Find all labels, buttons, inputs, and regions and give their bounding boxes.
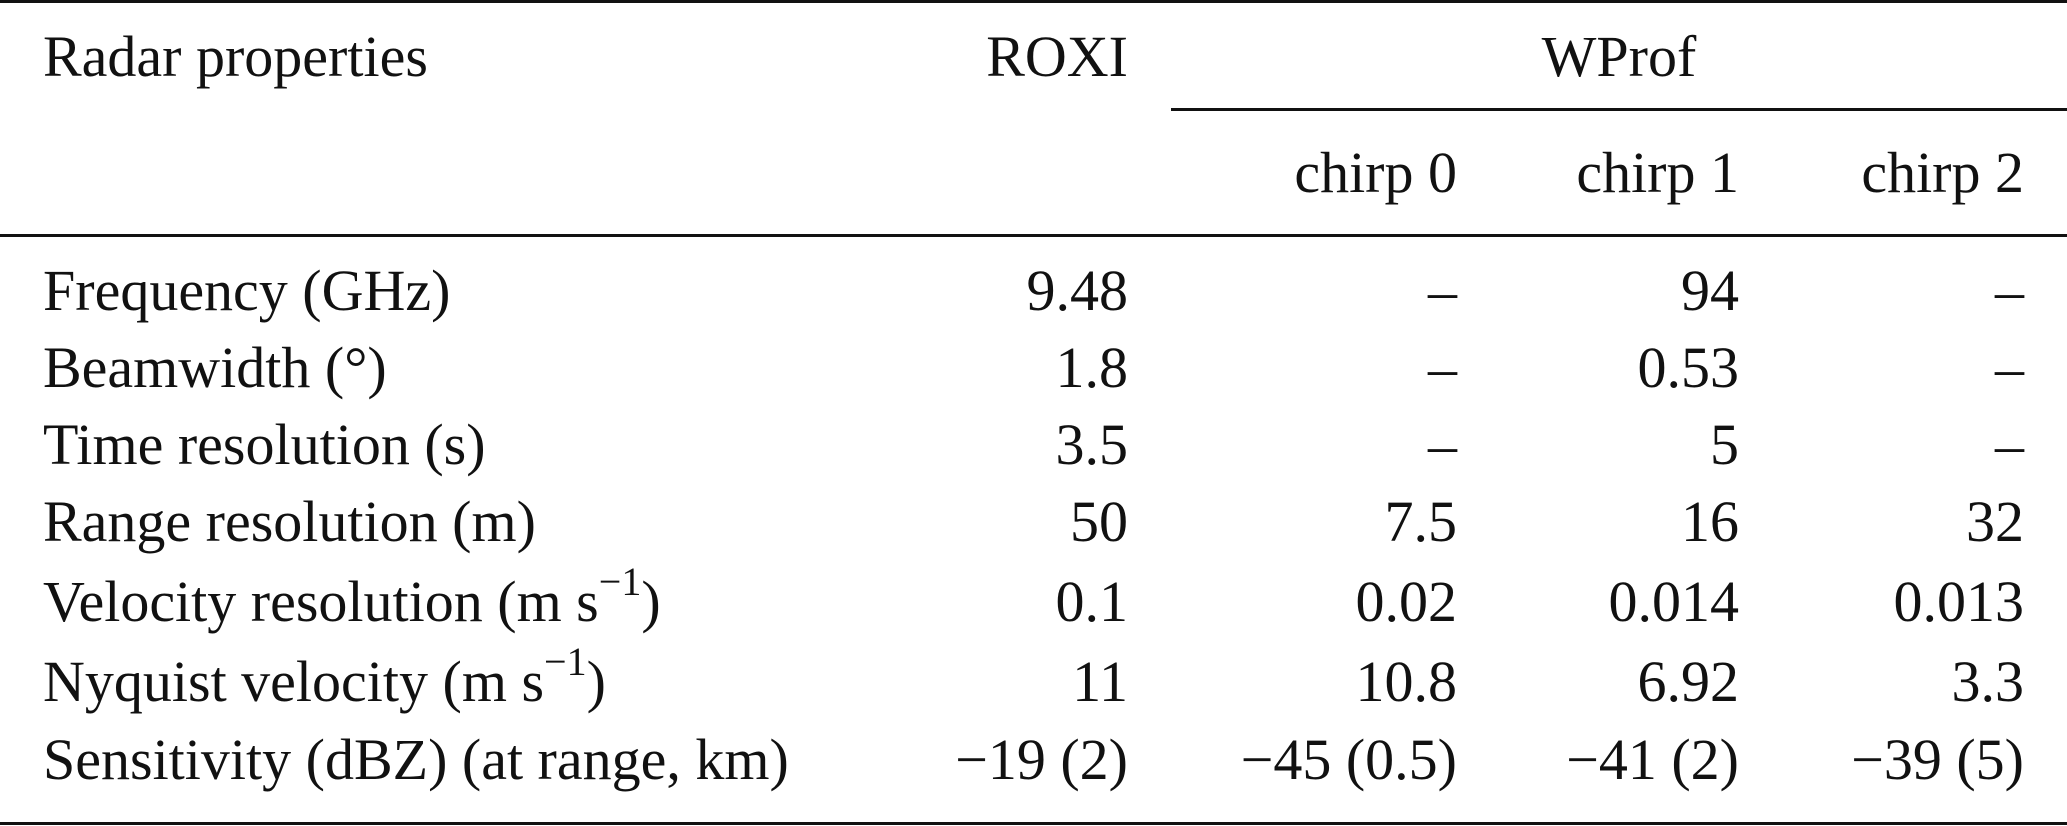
cell-velocity-resolution-chirp2: 0.013 bbox=[1893, 569, 2025, 634]
velocity-resolution-label-text: Velocity resolution (m s bbox=[43, 569, 599, 634]
cell-beamwidth-chirp0: – bbox=[1428, 335, 1457, 400]
table-top-rule bbox=[0, 0, 2067, 3]
cell-time-resolution-chirp2: – bbox=[1995, 412, 2024, 477]
cell-time-resolution-chirp0: – bbox=[1428, 412, 1457, 477]
table-bottom-rule bbox=[0, 822, 2067, 825]
cell-beamwidth-chirp1: 0.53 bbox=[1637, 335, 1740, 400]
cell-range-resolution-chirp2: 32 bbox=[1966, 489, 2024, 554]
cell-range-resolution-chirp1: 16 bbox=[1681, 489, 1739, 554]
cell-beamwidth-chirp2: – bbox=[1995, 335, 2024, 400]
row-label-frequency: Frequency (GHz) bbox=[43, 258, 451, 323]
cell-velocity-resolution-roxi: 0.1 bbox=[1055, 569, 1129, 634]
row-label-velocity-resolution: Velocity resolution (m s−1) bbox=[43, 561, 661, 635]
cell-velocity-resolution-chirp1: 0.014 bbox=[1608, 569, 1740, 634]
cell-frequency-chirp2: – bbox=[1995, 258, 2024, 323]
velocity-resolution-label-exponent: −1 bbox=[598, 558, 642, 604]
cell-frequency-chirp0: – bbox=[1428, 258, 1457, 323]
cell-nyquist-velocity-chirp0: 10.8 bbox=[1355, 649, 1458, 714]
header-roxi: ROXI bbox=[986, 24, 1128, 89]
nyquist-velocity-label-text: Nyquist velocity (m s bbox=[43, 649, 545, 714]
cell-time-resolution-chirp1: 5 bbox=[1710, 412, 1739, 477]
header-chirp-2: chirp 2 bbox=[1861, 140, 2024, 205]
cell-beamwidth-roxi: 1.8 bbox=[1055, 335, 1129, 400]
cell-velocity-resolution-chirp0: 0.02 bbox=[1355, 569, 1458, 634]
header-chirp-1: chirp 1 bbox=[1576, 140, 1739, 205]
row-label-sensitivity: Sensitivity (dBZ) (at range, km) bbox=[43, 727, 789, 792]
row-label-time-resolution: Time resolution (s) bbox=[43, 412, 486, 477]
cell-nyquist-velocity-chirp1: 6.92 bbox=[1637, 649, 1740, 714]
cell-nyquist-velocity-roxi: 11 bbox=[1072, 649, 1128, 714]
header-bottom-rule bbox=[0, 234, 2067, 237]
header-radar-properties: Radar properties bbox=[43, 24, 428, 89]
cell-range-resolution-chirp0: 7.5 bbox=[1384, 489, 1458, 554]
cell-frequency-roxi: 9.48 bbox=[1026, 258, 1129, 323]
nyquist-velocity-label-close: ) bbox=[586, 649, 606, 714]
cell-frequency-chirp1: 94 bbox=[1681, 258, 1739, 323]
cell-nyquist-velocity-chirp2: 3.3 bbox=[1951, 649, 2025, 714]
cell-range-resolution-roxi: 50 bbox=[1070, 489, 1128, 554]
cell-sensitivity-chirp2: −39 (5) bbox=[1851, 727, 2024, 792]
cell-sensitivity-roxi: −19 (2) bbox=[955, 727, 1128, 792]
cell-sensitivity-chirp1: −41 (2) bbox=[1566, 727, 1739, 792]
cell-sensitivity-chirp0: −45 (0.5) bbox=[1240, 727, 1457, 792]
row-label-nyquist-velocity: Nyquist velocity (m s−1) bbox=[43, 641, 606, 715]
nyquist-velocity-label-exponent: −1 bbox=[544, 638, 587, 684]
row-label-range-resolution: Range resolution (m) bbox=[43, 489, 536, 554]
cell-time-resolution-roxi: 3.5 bbox=[1055, 412, 1129, 477]
row-label-beamwidth: Beamwidth (°) bbox=[43, 335, 387, 400]
wprof-group-rule bbox=[1171, 108, 2067, 111]
velocity-resolution-label-close: ) bbox=[641, 569, 661, 634]
header-wprof: WProf bbox=[1541, 24, 1697, 89]
header-chirp-0: chirp 0 bbox=[1294, 140, 1457, 205]
